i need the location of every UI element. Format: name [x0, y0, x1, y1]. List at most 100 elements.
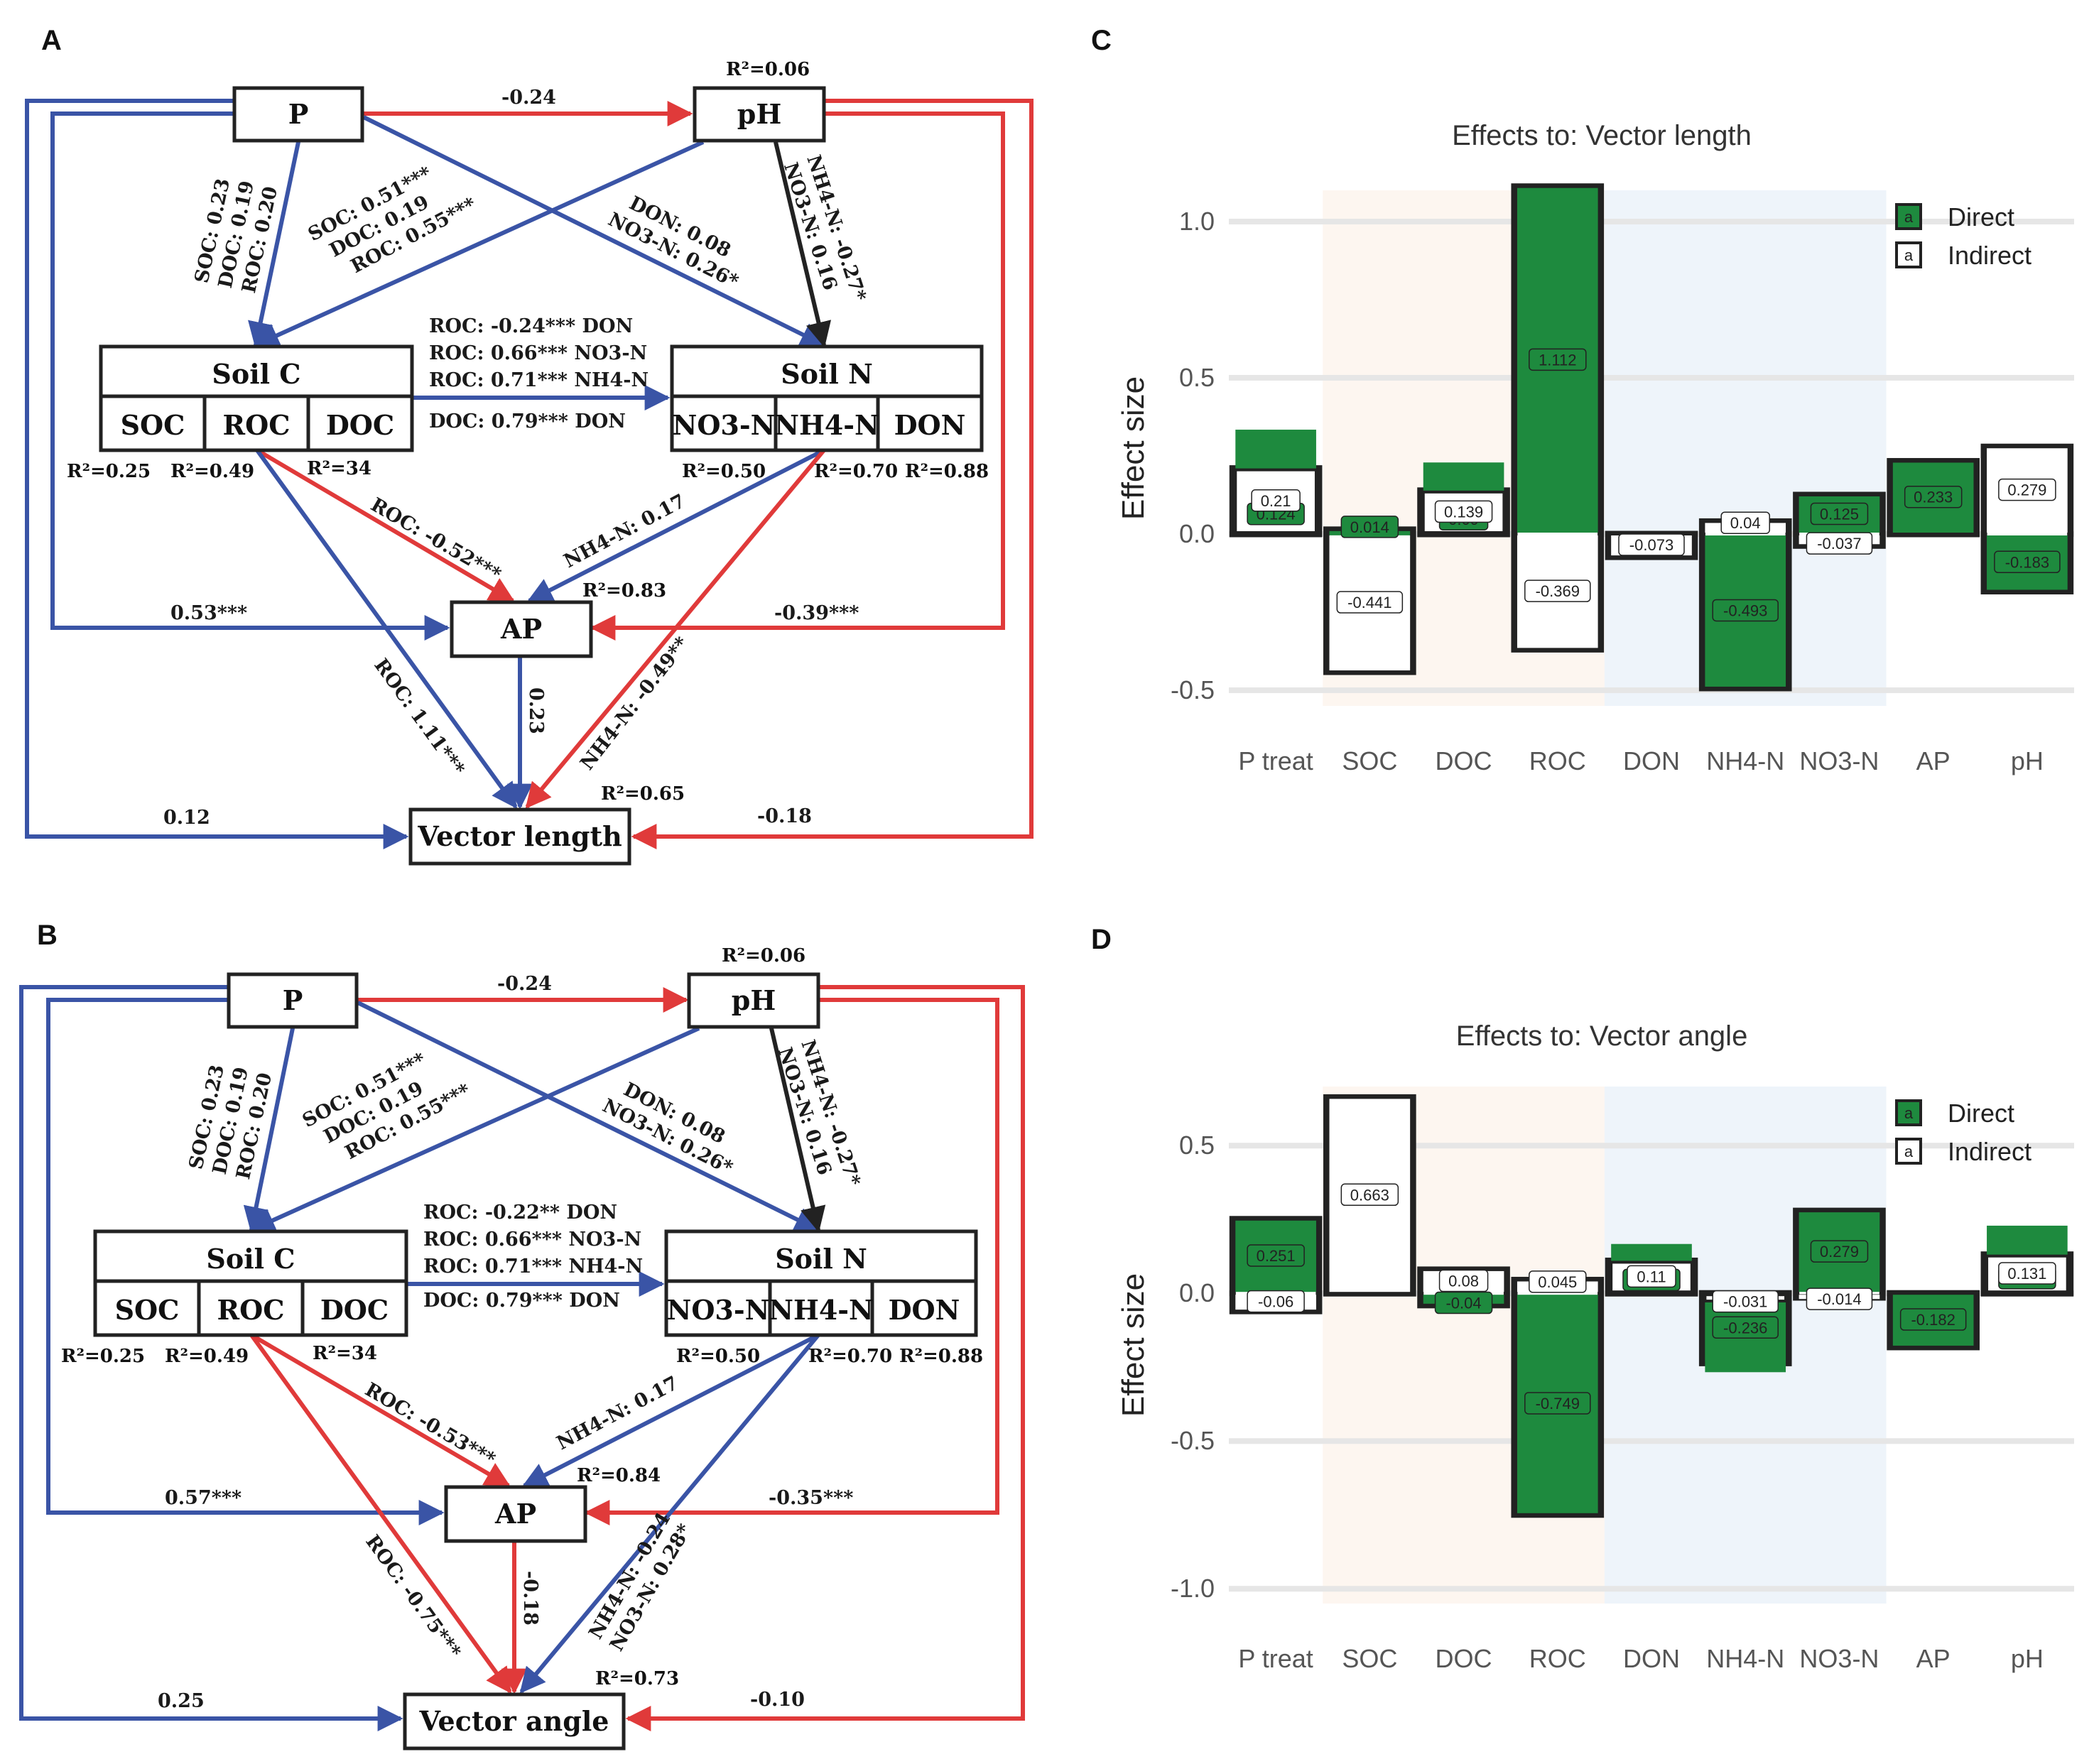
panel-b-diagram: B P pH [19, 920, 1025, 1751]
r2-nh4n-b: R²=0.70 [808, 1346, 892, 1367]
r2-ph: R²=0.06 [726, 59, 810, 80]
node-soil-n-b: Soil N NO3-N NH4-N DON [664, 1229, 978, 1337]
x-tick-label: NH4-N [1706, 1644, 1784, 1673]
label-soilc-soiln-b-3: DOC: 0.79*** DON [423, 1290, 620, 1312]
bar-direct-stacked [1987, 1225, 2068, 1255]
x-tick-label: AP [1916, 1644, 1951, 1673]
label-roc-target-b: ROC: -0.75*** [361, 1531, 465, 1662]
node-ph-b-label: pH [732, 984, 776, 1016]
chart-d: -1.0 -0.5 0.0 0.5 Effects to: Vector angle Ef… [1116, 1020, 2074, 1673]
legend-label-direct: Direct [1948, 1099, 2014, 1128]
value-label-indirect-box [1438, 1269, 1489, 1292]
label-nh4-target-b: NH4-N: -0.24 NO3-N: 0.28* [585, 1509, 696, 1655]
y-axis-label: Effect size [1116, 376, 1151, 520]
value-label-indirect-box [1618, 533, 1685, 556]
legend-label-indirect: Indirect [1948, 241, 2031, 270]
value-label-indirect-box [1524, 579, 1591, 602]
label-soilc-soiln-3: DOC: 0.79*** DON [429, 410, 626, 432]
label-ph-ap: -0.39*** [774, 602, 859, 624]
panel-letter-b: B [37, 920, 58, 951]
value-label-indirect: 0.279 [2007, 481, 2046, 499]
value-label-indirect: -0.031 [1723, 1293, 1767, 1311]
x-tick-label: NH4-N [1706, 746, 1784, 775]
legend-label-indirect: Indirect [1948, 1137, 2031, 1166]
roc-b-label: ROC [217, 1294, 285, 1326]
roc-label: ROC [223, 409, 291, 441]
y-tick-label: -0.5 [1171, 1426, 1215, 1455]
y-tick-label: 0.5 [1179, 1131, 1215, 1160]
label-soilc-soiln-1: ROC: 0.66*** NO3-N [429, 342, 647, 364]
label-p-ph: -0.24 [501, 87, 556, 109]
bar-direct-stacked [1235, 430, 1316, 469]
arrow-nh4-target-b [519, 1334, 820, 1694]
arrow-roc-target-b [249, 1334, 512, 1694]
label-ph-target-b: -0.10 [750, 1689, 805, 1711]
value-label-direct-box [1434, 1291, 1493, 1314]
value-label-indirect: -0.369 [1536, 582, 1580, 600]
soil-c-b-label: Soil C [206, 1243, 295, 1275]
r2-no3n: R²=0.50 [682, 461, 766, 482]
chart-title: Effects to: Vector length [1452, 120, 1752, 151]
x-tick-label: NO3-N [1799, 1644, 1879, 1673]
soil-n-b-label: Soil N [775, 1243, 867, 1275]
don-label: DON [894, 409, 966, 441]
x-tick-label: SOC [1342, 1644, 1397, 1673]
r2-don-b: R²=0.88 [899, 1346, 983, 1367]
value-label-indirect-box [1340, 1183, 1399, 1207]
arrow-nh4-target [525, 449, 826, 809]
node-ap-b-label: AP [494, 1498, 536, 1530]
x-tick-label: P treat [1238, 746, 1313, 775]
node-vector-length: Vector length [408, 807, 631, 866]
r2-roc: R²=0.49 [170, 461, 254, 482]
node-p-label: P [288, 98, 309, 130]
value-label-direct: -0.182 [1911, 1311, 1955, 1329]
arrow-p-ap-b [46, 998, 445, 1525]
chart-c: -0.5 0.0 0.5 1.0 Effects to: Vector length Ef… [1116, 120, 2074, 775]
arrow-ph-soilc-b [249, 1026, 700, 1233]
label-roc-ap-b: ROC: -0.53*** [362, 1378, 499, 1471]
label-roc-ap: ROC: -0.52*** [367, 494, 505, 586]
value-label-indirect-box [1247, 1290, 1305, 1313]
legend-label-direct: Direct [1948, 202, 2014, 232]
r2-doc-b: R²=34 [313, 1343, 377, 1364]
label-ph-target: -0.18 [757, 805, 812, 827]
nh4n-b-label: NH4-N [769, 1294, 874, 1326]
soc-label: SOC [121, 409, 185, 441]
y-tick-label: -0.5 [1171, 675, 1215, 704]
arrow-roc-ap-b [250, 1333, 511, 1488]
label-p-target: 0.12 [163, 807, 210, 829]
node-vector-angle: Vector angle [403, 1692, 626, 1751]
panel-a-diagram: A P pH [25, 25, 1034, 866]
label-p-ph-b: -0.24 [497, 973, 552, 995]
value-label-indirect: 0.04 [1730, 514, 1761, 532]
panel-letter-c: C [1091, 25, 1112, 56]
node-soil-c: Soil C SOC ROC DOC [99, 344, 414, 452]
value-label-direct-box [1529, 348, 1587, 371]
x-tick-label: DON [1623, 746, 1680, 775]
r2-soc-b: R²=0.25 [61, 1346, 145, 1367]
chart-title: Effects to: Vector angle [1456, 1020, 1748, 1052]
x-tick-label: ROC [1529, 1644, 1586, 1673]
arrow-p-target-b [19, 985, 403, 1731]
node-p: P [232, 86, 364, 143]
value-label-indirect: 0.131 [2007, 1265, 2046, 1283]
r2-ph-b: R²=0.06 [722, 945, 805, 967]
legend-key-letter: a [1904, 1104, 1914, 1122]
node-p-b: P [227, 972, 359, 1029]
value-label-direct: -0.749 [1536, 1395, 1580, 1412]
value-label-direct: 0.251 [1257, 1247, 1296, 1265]
legend-key-direct [1895, 1099, 1922, 1126]
y-tick-label: 0.5 [1179, 363, 1215, 392]
label-ap-target-b: -0.18 [519, 1571, 541, 1626]
arrow-ph-ap-b [584, 998, 999, 1525]
x-tick-label: SOC [1342, 746, 1397, 775]
value-label-direct: 1.112 [1539, 351, 1576, 369]
value-label-direct: -0.183 [2005, 553, 2049, 571]
value-label-direct-box [1247, 1244, 1305, 1267]
value-label-indirect: -0.037 [1817, 535, 1861, 552]
r2-no3n-b: R²=0.50 [676, 1346, 760, 1367]
label-p-soiln-b: DON: 0.08 NO3-N: 0.26* [599, 1079, 736, 1180]
label-ph-ap-b: -0.35*** [769, 1487, 853, 1509]
value-label-indirect-box [1627, 1265, 1676, 1288]
label-soilc-soiln-2: ROC: 0.71*** NH4-N [429, 369, 649, 391]
